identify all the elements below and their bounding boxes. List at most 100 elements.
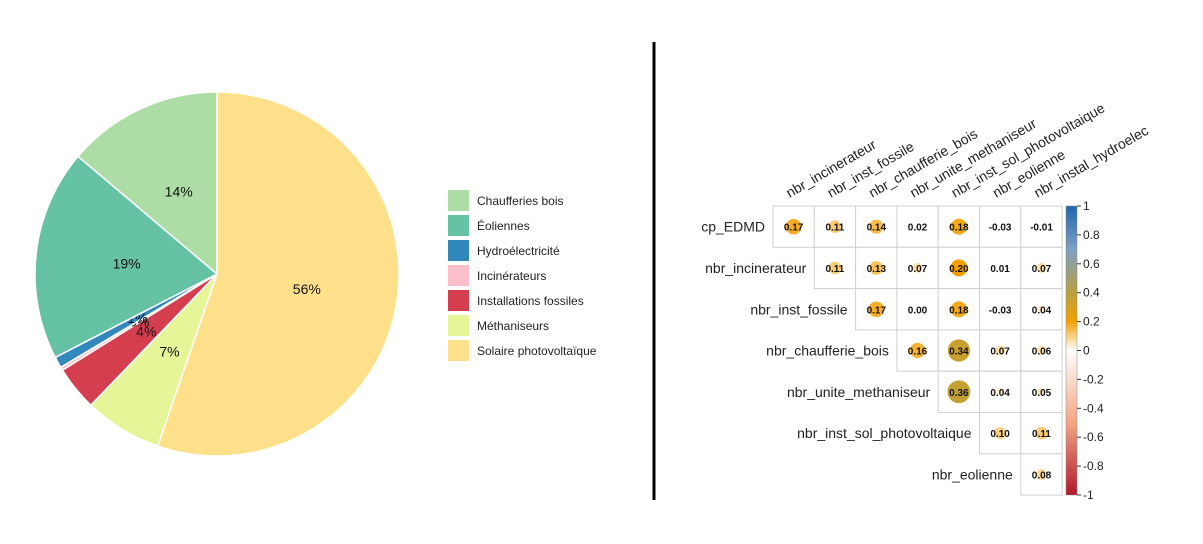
corr-circle bbox=[950, 218, 968, 235]
corr-circle bbox=[1036, 262, 1047, 273]
corr-value-label: 0.16 bbox=[908, 347, 928, 358]
corr-circle bbox=[1037, 305, 1046, 314]
corr-circle bbox=[914, 224, 921, 230]
colorbar: 1 0.8 0.6 0.4 0.2 0 -0.2 -0.4 -0.6 -0.8 -1 bbox=[1065, 199, 1104, 502]
corr-value-label: 0.02 bbox=[908, 223, 928, 234]
colorbar-tick-label: 0.8 bbox=[1083, 228, 1100, 242]
corr-value-label: 0.10 bbox=[990, 429, 1010, 440]
corr-circle bbox=[912, 262, 923, 273]
legend-swatch-incinerateurs bbox=[448, 265, 469, 286]
corr-circle bbox=[1037, 387, 1046, 396]
corr-value-label: -0.03 bbox=[989, 223, 1012, 234]
corr-circle bbox=[869, 219, 884, 234]
corr-circle bbox=[996, 306, 1004, 313]
corr-circle bbox=[995, 345, 1006, 356]
row-label-nbr-chaufferie-bois: nbr_chaufferie_bois bbox=[766, 343, 889, 359]
legend-label-incinerateurs: Incinérateurs bbox=[477, 269, 546, 283]
colorbar-tick-label: -0.4 bbox=[1083, 401, 1104, 415]
corr-value-label: 0.17 bbox=[784, 223, 804, 234]
corr-value-label: -0.03 bbox=[989, 305, 1012, 316]
pie-slice-chaufferies-bois bbox=[77, 91, 218, 276]
corr-circle bbox=[1036, 469, 1047, 480]
corr-value-label: 0.11 bbox=[825, 223, 844, 234]
colorbar-tick-label: 1 bbox=[1083, 199, 1090, 213]
legend-label-installations-fossiles: Installations fossiles bbox=[477, 294, 584, 308]
legend-swatch-hydroelectricite bbox=[448, 240, 469, 261]
legend-label-solaire-photovoltaique: Solaire photovoltaïque bbox=[477, 344, 597, 358]
corr-circle bbox=[994, 427, 1007, 440]
row-label-cp-edmd: cp_EDMD bbox=[701, 219, 765, 235]
corr-circle bbox=[950, 301, 968, 318]
colorbar-gradient bbox=[1065, 205, 1078, 496]
corr-value-label: 0.20 bbox=[949, 264, 969, 275]
colorbar-tick-label: 0.2 bbox=[1083, 315, 1100, 329]
corr-value-label: 0.05 bbox=[1032, 388, 1052, 399]
row-label-nbr-inst-fossile: nbr_inst_fossile bbox=[750, 301, 847, 317]
colorbar-tick-label: -0.2 bbox=[1083, 372, 1104, 386]
corr-value-label: 0.34 bbox=[949, 347, 969, 358]
pie-chart: 56%7%4%0%1%19%14% bbox=[34, 91, 400, 457]
corr-circle bbox=[828, 261, 842, 275]
legend-label-methaniseurs: Méthaniseurs bbox=[477, 319, 549, 333]
corr-value-label: 0.06 bbox=[1032, 347, 1052, 358]
corr-circle bbox=[997, 265, 1003, 271]
pie-label-solaire-photovoltaique: 56% bbox=[293, 281, 321, 297]
pie-label-installations-fossiles: 4% bbox=[136, 323, 156, 339]
corr-value-label: 0.14 bbox=[867, 223, 887, 234]
corr-value-label: 0.11 bbox=[825, 264, 844, 275]
pie-label-eoliennes: 19% bbox=[113, 256, 141, 272]
corr-circle bbox=[909, 342, 926, 359]
corr-circle bbox=[950, 259, 968, 277]
colorbar-tick-label: -0.6 bbox=[1083, 430, 1104, 444]
corr-value-label: -0.01 bbox=[1030, 223, 1053, 234]
colorbar-tick-label: -1 bbox=[1083, 488, 1094, 502]
corr-value-label: 0.18 bbox=[949, 305, 969, 316]
corr-value-label: 0.07 bbox=[990, 347, 1010, 358]
legend-label-hydroelectricite: Hydroélectricité bbox=[477, 244, 560, 258]
corr-circle bbox=[785, 218, 802, 235]
corr-value-label: 0.36 bbox=[949, 388, 969, 399]
corr-circle bbox=[828, 220, 842, 233]
corr-value-label: 0.07 bbox=[1032, 264, 1052, 275]
corr-circle bbox=[915, 306, 920, 312]
legend-label-eoliennes: Éoliennes bbox=[477, 218, 530, 233]
corr-value-label: 0.07 bbox=[908, 264, 928, 275]
corr-circle bbox=[869, 261, 884, 275]
corr-value-label: 0.18 bbox=[949, 223, 969, 234]
corr-circle bbox=[947, 380, 971, 404]
colorbar-tick-label: 0.4 bbox=[1083, 286, 1100, 300]
corr-value-label: 0.17 bbox=[867, 305, 887, 316]
corr-value-label: 0.04 bbox=[1032, 305, 1052, 316]
colorbar-tick-label: 0.6 bbox=[1083, 257, 1100, 271]
row-label-nbr-incinerateur: nbr_incinerateur bbox=[705, 260, 807, 276]
legend-swatch-eoliennes bbox=[448, 215, 469, 236]
row-label-nbr-eolienne: nbr_eolienne bbox=[932, 466, 1013, 482]
corr-value-label: 0.04 bbox=[990, 388, 1010, 399]
pie-label-methaniseurs: 7% bbox=[159, 344, 179, 360]
corr-circle bbox=[996, 388, 1004, 396]
row-label-nbr-unite-methaniseur: nbr_unite_methaniseur bbox=[787, 384, 931, 400]
corr-value-label: 0.13 bbox=[867, 264, 887, 275]
corr-cell bbox=[937, 329, 981, 372]
corr-value-label: 0.08 bbox=[1032, 470, 1052, 481]
corr-value-label: 0.01 bbox=[990, 264, 1010, 275]
corr-circle bbox=[868, 301, 885, 318]
pie-slice-solaire-photovoltaique bbox=[156, 91, 400, 457]
corr-value-label: 0.00 bbox=[908, 305, 928, 316]
legend-swatch-chaufferies-bois bbox=[448, 190, 469, 211]
colorbar-tick-label: -0.8 bbox=[1083, 459, 1104, 473]
corr-circle bbox=[1039, 224, 1044, 230]
colorbar-tick-label: 0 bbox=[1083, 344, 1090, 358]
corr-circle bbox=[1036, 345, 1047, 356]
legend-label-chaufferies-bois: Chaufferies bois bbox=[477, 194, 564, 208]
pie-legend: Chaufferies bois Éoliennes Hydroélectricit… bbox=[448, 190, 597, 361]
corr-circle bbox=[996, 223, 1004, 230]
legend-swatch-solaire-photovoltaique bbox=[448, 340, 469, 361]
pie-slice-eoliennes bbox=[34, 155, 219, 359]
corr-cell bbox=[896, 288, 939, 331]
pie-label-chaufferies-bois: 14% bbox=[165, 183, 193, 199]
legend-swatch-installations-fossiles bbox=[448, 290, 469, 311]
legend-swatch-methaniseurs bbox=[448, 315, 469, 336]
row-label-nbr-inst-sol-photovoltaique: nbr_inst_sol_photovoltaique bbox=[797, 425, 972, 441]
